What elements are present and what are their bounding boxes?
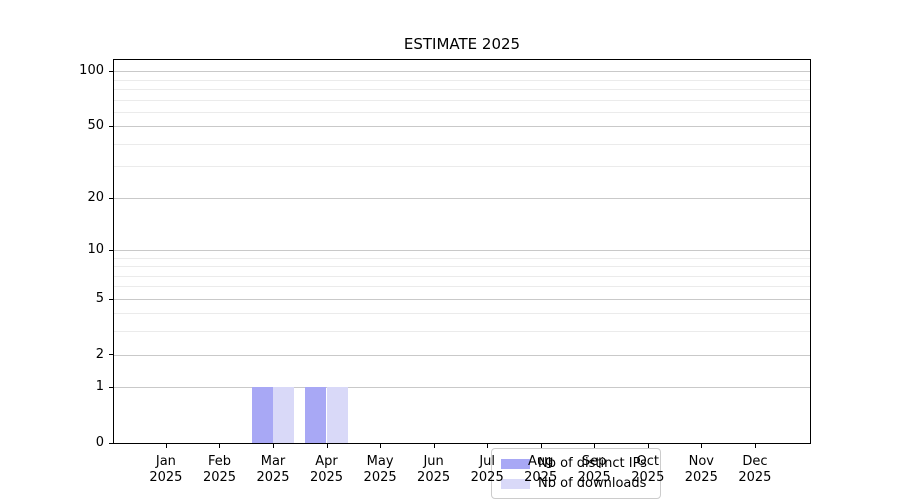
minor-gridline <box>114 143 810 145</box>
y-tick-mark <box>109 354 113 355</box>
y-tick-label: 50 <box>87 118 104 134</box>
x-tick-mark <box>166 444 167 448</box>
major-gridline <box>114 298 810 300</box>
legend-label-downloads: Nb of downloads <box>538 476 647 491</box>
y-tick-label: 1 <box>95 379 104 395</box>
x-tick-label: Aug 2025 <box>524 454 558 485</box>
legend-entry-distinct-ips: Nb of distinct IPs <box>501 456 651 471</box>
x-tick-mark <box>327 444 328 448</box>
x-tick-label: May 2025 <box>363 454 397 485</box>
y-tick-label: 0 <box>95 435 104 450</box>
minor-gridline <box>114 313 810 315</box>
y-tick-mark <box>109 443 113 444</box>
plot-area: Nb of distinct IPs Nb of downloads <box>113 59 811 499</box>
major-gridline <box>114 249 810 251</box>
minor-gridline <box>114 88 810 90</box>
minor-gridline <box>114 286 810 288</box>
x-tick-mark <box>755 444 756 448</box>
legend-label-distinct-ips: Nb of distinct IPs <box>538 456 647 471</box>
bar-distinct-ips <box>305 387 327 443</box>
chart-title: ESTIMATE 2025 <box>403 35 521 53</box>
bar-downloads <box>326 387 348 443</box>
x-tick-label: Feb 2025 <box>202 454 237 485</box>
x-tick-label: Nov 2025 <box>684 454 718 485</box>
x-tick-mark <box>541 444 542 448</box>
y-tick-label: 100 <box>79 63 104 79</box>
x-tick-label: Dec 2025 <box>738 454 772 485</box>
x-tick-label: Apr 2025 <box>309 454 344 485</box>
legend: Nb of distinct IPs Nb of downloads <box>491 448 661 499</box>
x-tick-label: Sep 2025 <box>577 454 611 485</box>
x-tick-mark <box>487 444 488 448</box>
y-tick-label: 5 <box>95 290 104 306</box>
y-tick-mark <box>109 126 113 127</box>
minor-gridline <box>114 166 810 168</box>
distinct-ips-swatch-icon <box>501 458 530 469</box>
minor-gridline <box>114 99 810 101</box>
minor-gridline <box>114 275 810 277</box>
y-tick-mark <box>109 250 113 251</box>
y-tick-mark <box>109 387 113 388</box>
minor-gridline <box>114 79 810 81</box>
x-tick-mark <box>701 444 702 448</box>
x-tick-mark <box>380 444 381 448</box>
y-tick-mark <box>109 299 113 300</box>
y-tick-label: 2 <box>95 346 104 362</box>
x-tick-mark <box>219 444 220 448</box>
y-tick-label: 20 <box>87 189 104 205</box>
bar-downloads <box>273 387 295 443</box>
major-gridline <box>114 197 810 199</box>
minor-gridline <box>114 266 810 267</box>
minor-gridline <box>114 257 810 259</box>
x-tick-label: Jan 2025 <box>149 454 183 485</box>
minor-gridline <box>114 111 810 113</box>
x-tick-label: Jun 2025 <box>417 454 451 485</box>
x-tick-mark <box>594 444 595 448</box>
downloads-swatch-icon <box>501 478 530 489</box>
major-gridline <box>114 71 810 73</box>
major-gridline <box>114 126 810 128</box>
x-tick-label: Jul 2025 <box>470 454 504 485</box>
x-tick-mark <box>648 444 649 448</box>
minor-gridline <box>114 331 810 333</box>
legend-entry-downloads: Nb of downloads <box>501 476 651 491</box>
bar-distinct-ips <box>251 387 273 443</box>
y-tick-mark <box>109 198 113 199</box>
x-tick-mark <box>273 444 274 448</box>
major-gridline <box>114 387 810 389</box>
y-tick-mark <box>109 71 113 72</box>
x-tick-label: Oct 2025 <box>631 454 665 485</box>
y-tick-label: 10 <box>87 241 104 257</box>
major-gridline <box>114 354 810 356</box>
x-tick-mark <box>434 444 435 448</box>
x-tick-label: Mar 2025 <box>256 454 290 485</box>
